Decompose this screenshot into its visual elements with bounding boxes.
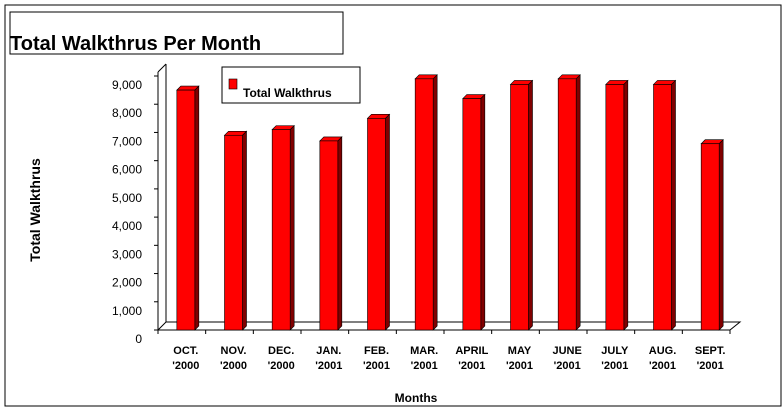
y-tick-label: 9,000 [112,78,142,92]
x-tick-label-line: '2001 [458,360,485,372]
x-tick-label-line: '2001 [315,360,342,372]
x-tick-label-line: OCT. [173,345,198,357]
bar-side [528,79,533,331]
x-tick-label-line: '2000 [220,360,247,372]
bar-front [700,143,720,331]
bar [652,79,677,331]
x-tick-label-line: JULY [601,345,629,357]
x-tick-label-line: '2001 [411,360,438,372]
x-tick-label-line: '2001 [697,360,724,372]
bar-side [671,79,676,331]
bar-side [337,136,343,331]
x-tick-label-line: '2001 [363,360,390,372]
x-tick-label-line: MAY [508,345,532,357]
bar-front [653,84,672,331]
y-tick-label: 4,000 [112,219,142,233]
x-tick-label: MAY '2001 [506,345,533,372]
bar [557,74,581,331]
title-box [9,11,344,55]
bar [223,130,248,331]
bar-front [176,89,196,331]
bar-front [414,78,434,331]
bar-side [575,74,581,331]
bar [271,124,295,331]
chart-title: Total Walkthrus Per Month [10,33,261,55]
bar-front [510,84,529,331]
x-tick-label: JULY '2001 [601,345,629,372]
x-tick-label-line: AUG. [649,345,677,357]
bar-front [605,84,625,331]
bar-side [432,74,438,331]
x-tick-label-line: '2001 [506,360,533,372]
x-tick-label: SEPT. '2001 [695,345,726,372]
bar-side [718,139,724,331]
x-tick-label: JAN. '2001 [315,345,342,372]
x-tick-label-line: SEPT. [695,345,726,357]
y-tick-label: 8,000 [112,106,142,120]
bar-front [224,134,243,331]
bar-side [242,130,247,331]
bar [462,93,486,331]
bar [414,74,438,331]
y-tick-label: 0 [135,332,142,346]
bar [605,79,629,331]
bar-front [557,78,577,331]
x-tick-label: JUNE '2001 [552,345,581,372]
legend-box [221,66,361,104]
x-tick-label-line: MAR. [410,345,438,357]
x-axis-title: Months [395,391,438,405]
x-tick-label: OCT. '2000 [172,345,199,372]
legend-label: Total Walkthrus [243,86,332,100]
y-tick-label: 5,000 [112,191,142,205]
bar-front [271,129,291,331]
bar-side [623,79,629,331]
bar-side [385,113,390,331]
x-tick-label: FEB. '2001 [363,345,390,372]
x-tick-label-line: '2001 [649,360,676,372]
y-tick-label: 6,000 [112,163,142,177]
bar [319,136,343,331]
bar-side [480,93,486,331]
x-tick-label: AUG. '2001 [649,345,677,372]
bar [700,139,724,331]
y-tick-label: 3,000 [112,247,142,261]
x-tick-label: NOV. '2000 [220,345,247,372]
y-tick-label: 1,000 [112,304,142,318]
chart-border [4,4,782,407]
bar-front [319,140,339,331]
bar-front [462,98,482,331]
x-tick-label-line: JAN. [316,345,341,357]
x-tick-label-line: '2000 [172,360,199,372]
x-tick-label-line: FEB. [364,345,389,357]
x-tick-label: MAR. '2001 [410,345,438,372]
x-tick-label-line: APRIL [455,345,488,357]
bar [176,85,200,331]
bar-front [367,118,386,331]
bar [509,79,534,331]
x-tick-label-line: '2001 [554,360,581,372]
y-tick-label: 7,000 [112,134,142,148]
x-tick-label-line: NOV. [221,345,247,357]
legend-swatch [228,78,238,90]
bar-side [194,85,200,331]
bar [366,113,391,331]
x-tick-label-line: JUNE [552,345,581,357]
bar-side [289,124,295,331]
y-tick-label: 2,000 [112,276,142,290]
y-axis-title: Total Walkthrus [27,158,43,262]
x-tick-label: DEC. '2000 [268,345,295,372]
x-tick-label: APRIL '2001 [455,345,488,372]
x-tick-label-line: '2000 [268,360,295,372]
x-tick-label-line: '2001 [601,360,628,372]
wall-edge [157,63,167,73]
x-tick-label-line: DEC. [268,345,294,357]
